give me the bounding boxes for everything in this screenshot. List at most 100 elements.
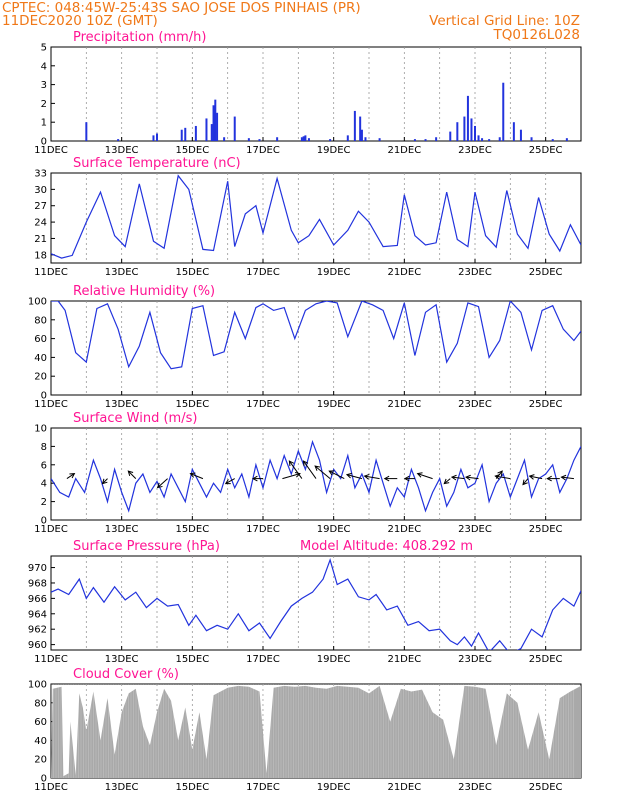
x-tick-label: 19DEC [317,524,351,535]
precip-bar [413,139,416,141]
y-tick-label: 20 [34,755,47,766]
wind-vector [66,473,75,480]
x-tick-label: 25DEC [529,267,563,278]
x-tick-label: 15DEC [175,524,209,535]
wind-vector-head [288,460,295,467]
wind-vector [561,476,574,480]
x-tick-label: 23DEC [458,145,492,156]
y-tick-label: 80 [34,698,47,709]
x-tick-label: 25DEC [529,654,563,665]
pressure-frame [50,555,582,651]
precip-bar [194,125,197,141]
y-tick-label: 0 [41,774,47,785]
precip-bar [565,138,568,141]
precip-bar [481,138,484,141]
wind-vector-head [464,474,471,481]
wind-vector-head [302,460,309,467]
x-tick-label: 21DEC [387,399,421,410]
x-tick-label: 11DEC [34,524,68,535]
x-tick-label: 13DEC [105,145,139,156]
precip-bar [488,139,491,141]
precip-bar [302,136,305,141]
wind-vector [451,476,465,480]
x-tick-label: 19DEC [317,399,351,410]
y-tick-label: 40 [34,736,47,747]
x-tick-label: 25DEC [529,524,563,535]
wind-vector-head [127,470,134,477]
x-tick-label: 23DEC [458,524,492,535]
precip-bar [205,118,208,141]
run-datetime: 11DEC2020 10Z (GMT) [2,13,158,29]
wind-vector [225,478,235,485]
x-tick-label: 13DEC [105,782,139,793]
wind-vector-head [560,474,567,481]
x-tick-label: 13DEC [105,267,139,278]
x-tick-label: 13DEC [105,524,139,535]
y-tick-label: 60 [34,334,47,345]
wind-vector-head [497,470,503,477]
wind-vector-head [294,472,301,478]
wind-vector-head [522,479,528,486]
precip-bar [156,133,158,141]
humidity-frame [50,300,582,396]
wind-vector-head [403,475,410,482]
x-tick-label: 13DEC [105,654,139,665]
x-tick-label: 25DEC [529,145,563,156]
wind-vector [346,474,363,480]
x-tick-label: 11DEC [34,145,68,156]
wind-vector-head [314,465,321,471]
precip-bar [152,135,155,141]
precip-bar [530,137,533,141]
precip-bar [212,105,215,141]
y-tick-label: 0 [41,516,47,527]
x-tick-label: 11DEC [34,782,68,793]
x-tick-label: 17DEC [246,399,280,410]
humidity-title: Relative Humidity (%) [73,284,215,299]
y-tick-label: 1 [41,118,47,129]
temperature-data [51,174,581,259]
precip-bar [474,125,476,141]
precip-bar [463,116,466,141]
precip-bar [477,135,480,141]
wind-series-line [51,439,581,513]
wind-vector-head [328,470,335,476]
precip-bar [512,122,515,141]
wind-vector-head [416,472,423,478]
precip-bar [470,118,473,141]
precip-bar [276,137,279,141]
wind-title: Surface Wind (m/s) [73,411,197,426]
x-tick-label: 15DEC [175,145,209,156]
y-tick-label: 5 [41,43,47,54]
wind-vector-head [251,475,258,482]
station-header: CPTEC: 048:45W-25:43S SAO JOSE DOS PINHA… [2,0,361,16]
precipitation-title: Precipitation (mm/h) [73,30,206,45]
y-tick-label: 30 [34,185,47,196]
precip-bar [498,137,501,141]
y-tick-label: 0 [41,391,47,402]
wind-vector [495,475,511,480]
wind-vector-head [528,474,535,480]
precip-bar [117,139,120,141]
precip-bar [456,122,459,141]
y-tick-label: 18 [34,250,47,261]
precipitation-data [85,82,568,141]
wind-vector [303,460,317,479]
wind-vector-head [494,473,501,480]
x-tick-label: 11DEC [34,267,68,278]
x-tick-label: 19DEC [317,267,351,278]
y-tick-label: 8 [41,442,47,453]
x-tick-label: 15DEC [175,267,209,278]
x-tick-label: 17DEC [246,782,280,793]
y-tick-label: 0 [41,137,47,148]
y-tick-label: 966 [28,594,47,605]
x-tick-label: 17DEC [246,654,280,665]
y-tick-label: 6 [41,460,47,471]
y-tick-label: 960 [28,640,47,651]
precip-bar [85,122,88,141]
x-tick-label: 17DEC [246,145,280,156]
x-tick-label: 19DEC [317,782,351,793]
wind-vector [364,475,380,480]
x-tick-label: 15DEC [175,782,209,793]
wind-vector-head [69,473,76,479]
precip-bar [300,137,303,141]
